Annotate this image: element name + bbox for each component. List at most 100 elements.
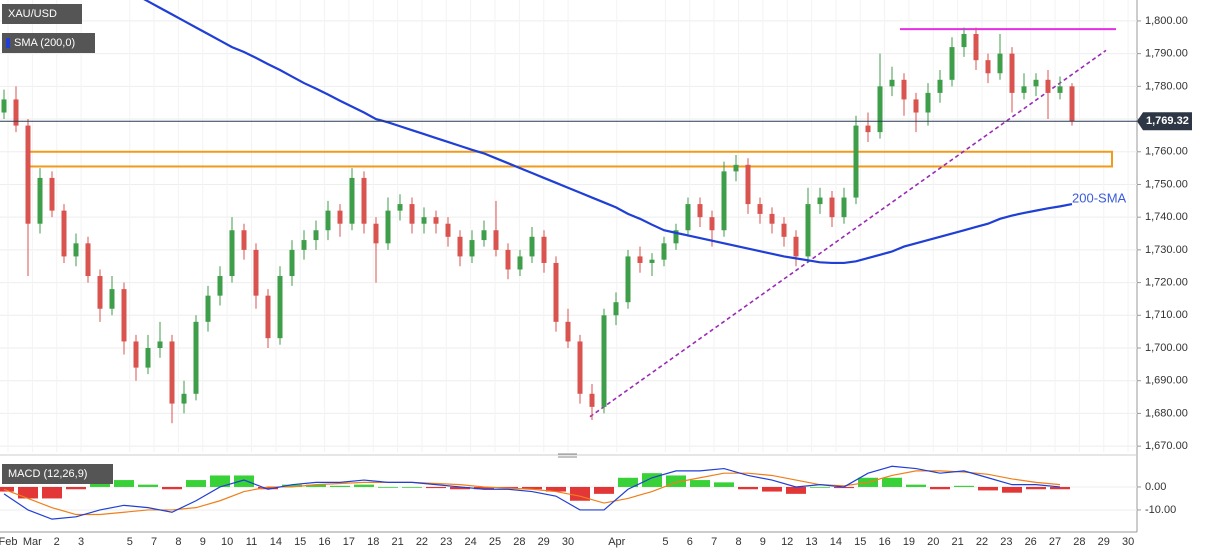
x-tick-label: 22: [976, 536, 988, 548]
legend-label: XAU/USD: [8, 8, 57, 20]
x-tick-label: 29: [1098, 536, 1110, 548]
x-tick-label: 16: [878, 536, 890, 548]
y-tick-label: 1,690.00: [1145, 375, 1188, 387]
x-tick-label: 5: [662, 536, 668, 548]
x-tick-label: 25: [489, 536, 501, 548]
legend-box: [2, 33, 95, 53]
y-tick-label: -10.00: [1145, 504, 1176, 516]
x-tick-label: 6: [687, 536, 693, 548]
candle-body: [949, 47, 955, 80]
candle-body: [277, 276, 283, 339]
candle-body: [517, 256, 523, 270]
candle-body: [421, 217, 427, 224]
y-tick-label: 1,730.00: [1145, 244, 1188, 256]
candle-body: [181, 393, 187, 404]
legend-box: [2, 4, 82, 24]
x-tick-label: 30: [562, 536, 574, 548]
y-tick-label: 1,800.00: [1145, 15, 1188, 27]
candle-body: [745, 164, 751, 205]
candle-body: [1057, 86, 1063, 93]
x-tick-label: Feb: [0, 536, 17, 548]
y-tick-label: 1,720.00: [1145, 276, 1188, 288]
histogram-bar: [90, 482, 110, 487]
candle-body: [265, 295, 271, 339]
candle-body: [169, 341, 175, 404]
candle-body: [577, 341, 583, 394]
histogram-bar: [618, 477, 638, 487]
x-tick-label: 7: [711, 536, 717, 548]
candle-body: [829, 197, 835, 218]
y-tick-label: 0.00: [1145, 481, 1166, 493]
last-price-label: 1,769.32: [1146, 115, 1189, 127]
x-tick-label: 21: [391, 536, 403, 548]
candle-body: [781, 223, 787, 237]
candle-body: [469, 240, 475, 257]
candle-body: [721, 171, 727, 231]
histogram-bar: [42, 486, 62, 499]
candle-body: [205, 295, 211, 322]
candle-body: [49, 177, 55, 211]
signal-line: [3, 470, 1061, 516]
candle-body: [997, 53, 1003, 74]
histogram-bar: [450, 486, 470, 490]
legend-label: SMA (200,0): [14, 37, 75, 49]
histogram-bar: [474, 486, 494, 490]
candle-body: [757, 204, 763, 214]
x-tick-label: 18: [367, 536, 379, 548]
x-tick-label: 20: [927, 536, 939, 548]
x-tick-label: 3: [78, 536, 84, 548]
y-tick-label: 1,670.00: [1145, 440, 1188, 452]
candle-body: [733, 164, 739, 172]
candle-body: [1021, 86, 1027, 93]
candle-body: [1045, 79, 1051, 93]
candle-body: [73, 243, 79, 257]
histogram-bar: [882, 477, 902, 487]
legend-swatch: [6, 38, 10, 48]
candle-body: [697, 204, 703, 218]
histogram-bar: [330, 485, 350, 487]
candle-body: [433, 217, 439, 224]
x-tick-label: 19: [903, 536, 915, 548]
x-tick-label: 30: [1122, 536, 1134, 548]
candle-body: [793, 236, 799, 257]
x-tick-label: Apr: [608, 536, 625, 548]
histogram-bar: [690, 480, 710, 487]
histogram-bar: [522, 486, 542, 490]
histogram-bar: [594, 486, 614, 494]
x-tick-label: 13: [805, 536, 817, 548]
candle-body: [889, 79, 895, 87]
y-tick-label: 1,710.00: [1145, 309, 1188, 321]
x-tick-label: Mar: [23, 536, 42, 548]
price-tag: [1137, 112, 1192, 131]
candle-body: [373, 223, 379, 244]
candle-body: [133, 341, 139, 368]
candle-body: [913, 99, 919, 113]
macd-title: MACD (12,26,9): [8, 468, 87, 480]
x-tick-label: 26: [1025, 536, 1037, 548]
histogram-bar: [666, 475, 686, 487]
x-tick-label: 17: [343, 536, 355, 548]
candle-body: [385, 210, 391, 244]
histogram-bar: [954, 485, 974, 487]
candle-body: [25, 125, 31, 224]
candle-body: [769, 213, 775, 224]
candle-body: [109, 289, 115, 309]
histogram-bar: [234, 475, 254, 487]
x-tick-label: 8: [175, 536, 181, 548]
histogram-bar: [114, 480, 134, 487]
candle-body: [709, 217, 715, 231]
histogram-bar: [354, 484, 374, 487]
histogram-bar: [738, 486, 758, 490]
separator-handle[interactable]: [558, 453, 577, 458]
candle-body: [637, 256, 643, 263]
candle-body: [649, 259, 655, 263]
candle-body: [901, 79, 907, 100]
histogram-bar: [18, 486, 38, 499]
candle-body: [553, 262, 559, 322]
candle-body: [97, 276, 103, 309]
candle-body: [13, 99, 19, 126]
candle-body: [361, 177, 367, 224]
legend-box: [2, 464, 113, 484]
x-tick-label: 9: [760, 536, 766, 548]
